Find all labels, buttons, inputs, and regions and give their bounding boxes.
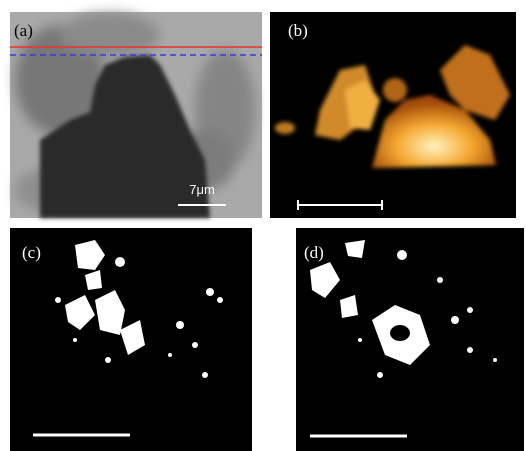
panel-label: (b): [288, 21, 308, 40]
panel-label: (c): [22, 243, 41, 262]
panel-d: (d): [296, 228, 524, 451]
panel-b: (b): [270, 12, 516, 218]
panel-c: (c): [10, 228, 252, 451]
particle-core: [390, 325, 410, 341]
figure: (a) 7μm (b): [0, 0, 526, 451]
panel-label: (d): [304, 243, 324, 262]
panel-a: (a) 7μm: [10, 12, 262, 218]
scale-bar-label: 7μm: [189, 182, 215, 197]
panel-label: (a): [14, 21, 33, 40]
